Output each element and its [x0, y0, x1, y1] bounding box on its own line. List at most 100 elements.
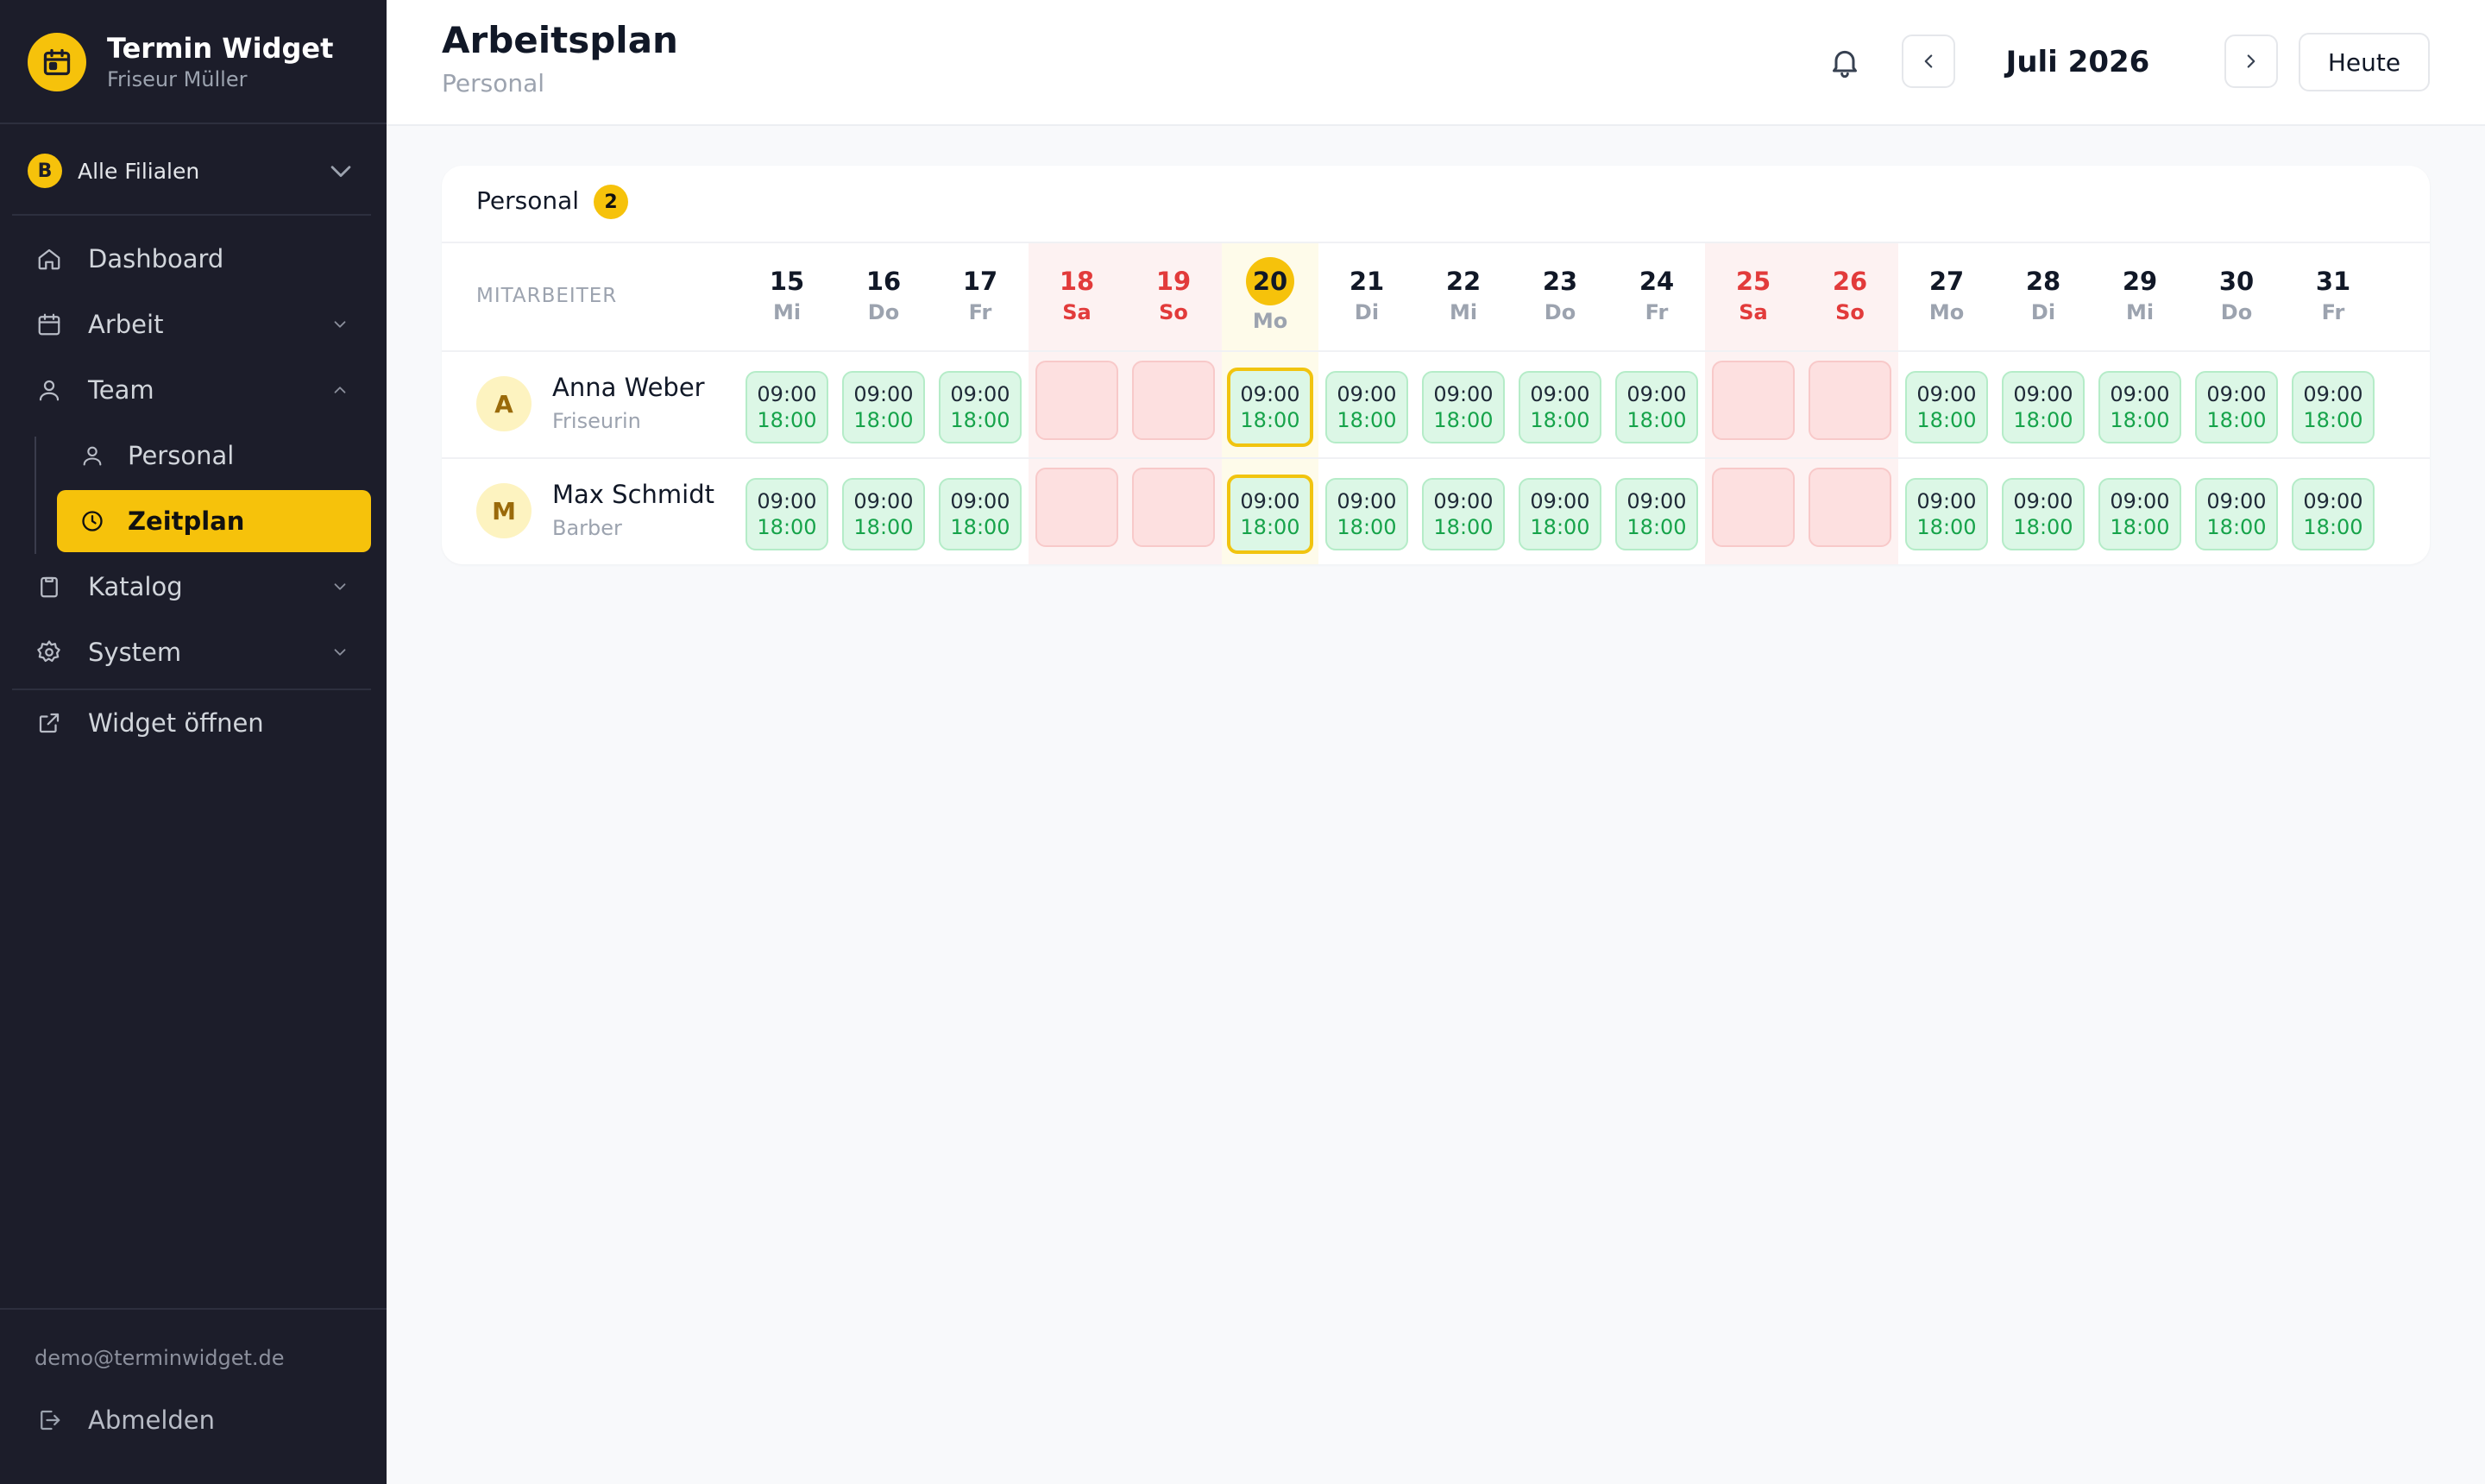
shift-cell[interactable]: 09:00 18:00: [939, 478, 1022, 550]
shift-start: 09:00: [1337, 489, 1397, 513]
employee-name[interactable]: Anna Weber: [552, 373, 705, 402]
shift-cell[interactable]: 09:00 18:00: [2195, 371, 2278, 443]
shift-start: 09:00: [1916, 382, 1977, 406]
nav-team[interactable]: Team: [12, 359, 371, 421]
day-number: 18: [1059, 267, 1095, 296]
logout-button[interactable]: Abmelden: [12, 1389, 371, 1451]
day-header: 27 Mo: [1898, 262, 1995, 324]
shift-cell[interactable]: 09:00 18:00: [1422, 371, 1505, 443]
shift-start: 09:00: [1626, 489, 1687, 513]
day-off-cell[interactable]: [1712, 361, 1795, 440]
today-button[interactable]: Heute: [2299, 33, 2430, 91]
shift-start: 09:00: [2013, 489, 2073, 513]
day-off-cell[interactable]: [1035, 468, 1118, 547]
day-weekday: Mo: [1928, 300, 1965, 324]
day-number: 23: [1542, 267, 1578, 296]
divider: [12, 689, 371, 690]
user-icon: [35, 375, 64, 405]
shift-cell[interactable]: 09:00 18:00: [1905, 371, 1988, 443]
shift-cell[interactable]: 09:00 18:00: [1227, 368, 1313, 447]
card-title: Personal: [476, 186, 580, 215]
day-header: 17 Fr: [932, 262, 1029, 324]
shift-cell[interactable]: 09:00 18:00: [842, 478, 925, 550]
day-header: 25 Sa: [1705, 262, 1802, 324]
shift-cell[interactable]: 09:00 18:00: [746, 478, 828, 550]
day-header: 19 So: [1125, 262, 1222, 324]
day-off-cell[interactable]: [1809, 468, 1891, 547]
count-badge: 2: [594, 185, 628, 219]
shift-start: 09:00: [1433, 382, 1494, 406]
day-off-cell[interactable]: [1712, 468, 1795, 547]
day-number: 26: [1832, 267, 1868, 296]
nav-widget-open[interactable]: Widget öffnen: [12, 692, 371, 754]
shift-start: 09:00: [1240, 489, 1300, 513]
shift-end: 18:00: [1337, 515, 1397, 539]
bell-icon[interactable]: [1822, 40, 1867, 85]
employee-name[interactable]: Max Schmidt: [552, 480, 714, 509]
shift-end: 18:00: [1433, 515, 1494, 539]
employee-row: A Anna Weber Friseurin 09:00 18:00 09:00 18:00…: [442, 350, 2430, 457]
shift-start: 09:00: [1530, 489, 1590, 513]
prev-month-button[interactable]: [1902, 35, 1955, 88]
shift-cell[interactable]: 09:00 18:00: [2292, 371, 2375, 443]
shift-cell[interactable]: 09:00 18:00: [1615, 371, 1698, 443]
nav-system[interactable]: System: [12, 621, 371, 683]
day-weekday: Sa: [1062, 300, 1092, 324]
branch-selector[interactable]: B Alle Filialen: [28, 152, 355, 190]
shift-end: 18:00: [1530, 515, 1590, 539]
shift-end: 18:00: [2013, 408, 2073, 432]
shift-cell[interactable]: 09:00 18:00: [1325, 478, 1408, 550]
shift-end: 18:00: [1916, 408, 1977, 432]
day-off-cell[interactable]: [1035, 361, 1118, 440]
shift-cell[interactable]: 09:00 18:00: [2002, 371, 2085, 443]
shift-cell[interactable]: 09:00 18:00: [1519, 478, 1601, 550]
shift-end: 18:00: [757, 515, 817, 539]
shift-end: 18:00: [2110, 408, 2170, 432]
day-off-cell[interactable]: [1809, 361, 1891, 440]
shift-end: 18:00: [853, 515, 914, 539]
nav-label: Katalog: [88, 572, 183, 601]
day-off-cell[interactable]: [1132, 361, 1215, 440]
shift-start: 09:00: [853, 382, 914, 406]
card-header: Personal 2: [442, 166, 2430, 243]
shift-cell[interactable]: 09:00 18:00: [2098, 371, 2181, 443]
nav-zeitplan[interactable]: Zeitplan: [57, 490, 371, 552]
shift-cell[interactable]: 09:00 18:00: [1615, 478, 1698, 550]
user-icon: [78, 441, 107, 470]
nav-personal[interactable]: Personal: [57, 424, 371, 487]
shift-end: 18:00: [2110, 515, 2170, 539]
shift-cell[interactable]: 09:00 18:00: [1905, 478, 1988, 550]
nav-arbeit[interactable]: Arbeit: [12, 293, 371, 355]
shift-cell[interactable]: 09:00 18:00: [2002, 478, 2085, 550]
chevron-right-icon: [2240, 50, 2262, 72]
gear-icon: [35, 638, 64, 667]
clipboard-icon: [35, 572, 64, 601]
shift-end: 18:00: [1240, 408, 1300, 432]
next-month-button[interactable]: [2224, 35, 2278, 88]
shift-start: 09:00: [950, 382, 1010, 406]
day-weekday: Fr: [968, 300, 992, 324]
nav-katalog[interactable]: Katalog: [12, 556, 371, 618]
shift-cell[interactable]: 09:00 18:00: [2098, 478, 2181, 550]
sidebar: Termin Widget Friseur Müller B Alle Fili…: [0, 0, 387, 1484]
shift-end: 18:00: [2206, 408, 2267, 432]
shift-cell[interactable]: 09:00 18:00: [1325, 371, 1408, 443]
shift-cell[interactable]: 09:00 18:00: [939, 371, 1022, 443]
shift-cell[interactable]: 09:00 18:00: [1227, 475, 1313, 554]
shift-cell[interactable]: 09:00 18:00: [746, 371, 828, 443]
calendar-icon: [35, 310, 64, 339]
chevron-down-icon: [328, 640, 352, 664]
shift-cell[interactable]: 09:00 18:00: [2195, 478, 2278, 550]
day-number: 28: [2025, 267, 2061, 296]
shift-start: 09:00: [1337, 382, 1397, 406]
nav-dashboard[interactable]: Dashboard: [12, 228, 371, 290]
day-off-cell[interactable]: [1132, 468, 1215, 547]
shift-start: 09:00: [2013, 382, 2073, 406]
shift-cell[interactable]: 09:00 18:00: [1422, 478, 1505, 550]
day-number: 16: [865, 267, 902, 296]
day-header: 15 Mi: [739, 262, 835, 324]
shift-cell[interactable]: 09:00 18:00: [1519, 371, 1601, 443]
shift-cell[interactable]: 09:00 18:00: [2292, 478, 2375, 550]
shift-start: 09:00: [1916, 489, 1977, 513]
shift-cell[interactable]: 09:00 18:00: [842, 371, 925, 443]
